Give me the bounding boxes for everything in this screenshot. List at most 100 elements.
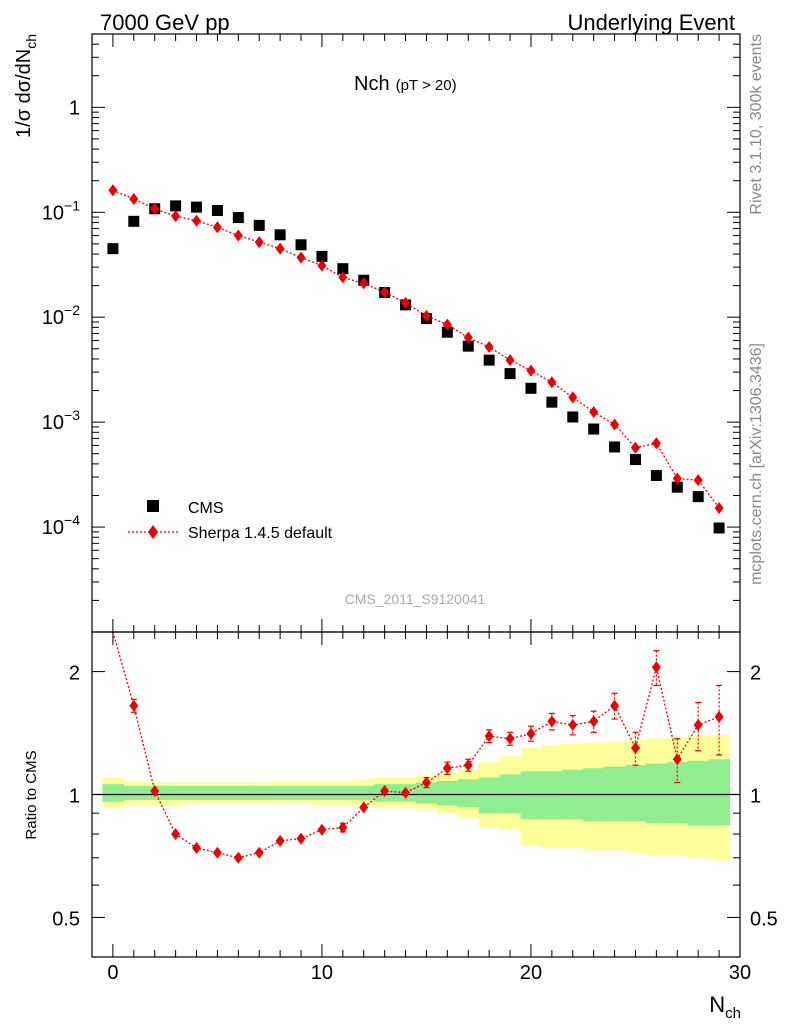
band-inner: [353, 785, 375, 800]
band-inner: [520, 771, 542, 820]
x-axis-label-sub: ch: [725, 1005, 741, 1022]
band-inner: [269, 785, 292, 800]
cms-point: [483, 354, 495, 366]
mc-point: [275, 242, 285, 255]
plot-title: Nch (pT > 20): [354, 73, 457, 95]
cms-point: [316, 250, 328, 262]
mc-point: [359, 277, 369, 290]
band-inner: [687, 760, 710, 826]
ratio-mc-point: [212, 846, 222, 859]
mc-point: [212, 221, 222, 234]
mcplots-label: mcplots.cern.ch [arXiv:1306.3436]: [748, 343, 765, 585]
ratio-mc-point: [338, 821, 348, 834]
ratio-mc-point: [610, 699, 620, 712]
ratio-mc-point: [630, 741, 640, 754]
ratio-mc-point: [171, 828, 181, 841]
ratio-panel-data: [92, 631, 740, 864]
band-inner: [290, 785, 312, 800]
ratio-mc-point: [401, 786, 411, 799]
cms-point: [692, 491, 704, 503]
ratio-mc-point: [651, 661, 661, 674]
rivet-label: Rivet 3.1.10, 300k events: [748, 34, 765, 215]
ratio-y-tick-label: 0.5: [52, 908, 80, 930]
cms-point: [274, 229, 286, 241]
mc-point: [192, 214, 202, 227]
analysis-id: CMS_2011_S9120041: [345, 591, 486, 607]
cms-point: [441, 326, 453, 338]
y-axis-label: 1/σ dσ/dNch: [13, 34, 39, 138]
ratio-mc-point: [526, 727, 536, 740]
mc-point: [108, 184, 118, 197]
mc-point: [150, 202, 160, 215]
cms-point: [713, 522, 725, 534]
band-inner: [186, 785, 208, 800]
ratio-mc-point: [296, 832, 306, 845]
mc-line: [112, 189, 720, 509]
mc-point: [421, 309, 431, 322]
ratio-mc-point: [150, 784, 160, 797]
cms-point: [107, 243, 119, 255]
ratio-y-tick-label-right: 1: [750, 786, 761, 808]
ratio-mc-point: [317, 823, 327, 836]
ratio-y-axis-label: Ratio to CMS: [23, 750, 40, 839]
cms-point: [567, 411, 579, 423]
ratio-mc-point: [505, 732, 515, 745]
mc-point: [401, 296, 411, 309]
ratio-mc-point: [484, 730, 494, 743]
ratio-y-tick-label: 2: [69, 663, 80, 685]
mc-point: [693, 474, 703, 487]
mc-point: [714, 501, 724, 514]
band-inner: [645, 763, 668, 824]
ratio-mc-point: [463, 759, 473, 772]
ratio-panel-axes: 0.5 0.51 12 20 10 20 30: [52, 632, 778, 984]
band-inner: [206, 785, 229, 800]
mc-point: [651, 437, 661, 450]
band-inner: [708, 759, 731, 826]
ratio-mc-point: [233, 851, 243, 864]
cms-point: [609, 441, 621, 453]
ratio-mc-point: [589, 715, 599, 728]
ratio-mc-point: [129, 699, 139, 712]
band-inner: [332, 785, 354, 800]
mc-point: [233, 229, 243, 242]
cms-point: [191, 201, 203, 213]
ratio-mc-point: [672, 753, 682, 766]
y-tick-label: 10−4: [42, 512, 80, 539]
band-inner: [666, 762, 689, 824]
x-tick-label: 30: [729, 962, 751, 984]
mc-point: [630, 441, 640, 454]
mc-point: [442, 318, 452, 331]
ratio-mc-point: [693, 718, 703, 731]
ratio-mc-point: [254, 846, 264, 859]
x-tick-label: 10: [311, 962, 333, 984]
mc-point: [171, 210, 181, 223]
ratio-mc-point: [421, 776, 431, 789]
cms-point: [650, 470, 662, 482]
cms-point: [337, 263, 349, 275]
mc-point: [672, 472, 682, 485]
band-inner: [123, 785, 145, 800]
cms-point: [128, 215, 140, 227]
legend-label-cms: CMS: [188, 500, 224, 517]
band-inner: [541, 771, 563, 820]
band-inner: [102, 784, 124, 802]
cms-point: [232, 212, 244, 224]
mc-point: [526, 364, 536, 377]
mc-point: [547, 376, 557, 389]
ratio-mc-point: [359, 801, 369, 814]
x-tick-label: 0: [107, 962, 118, 984]
mc-point: [129, 192, 139, 205]
mc-point: [568, 391, 578, 404]
band-inner: [499, 774, 522, 814]
x-axis-label-main: N: [709, 992, 725, 1017]
cms-point: [504, 368, 516, 380]
mc-point: [296, 251, 306, 264]
band-inner: [248, 785, 271, 800]
y-tick-label: 1: [69, 97, 80, 119]
ratio-mc-point: [442, 762, 452, 775]
ratio-mc-point: [547, 715, 557, 728]
y-axis-label-sub: ch: [23, 34, 39, 49]
ratio-mc-point: [192, 841, 202, 854]
